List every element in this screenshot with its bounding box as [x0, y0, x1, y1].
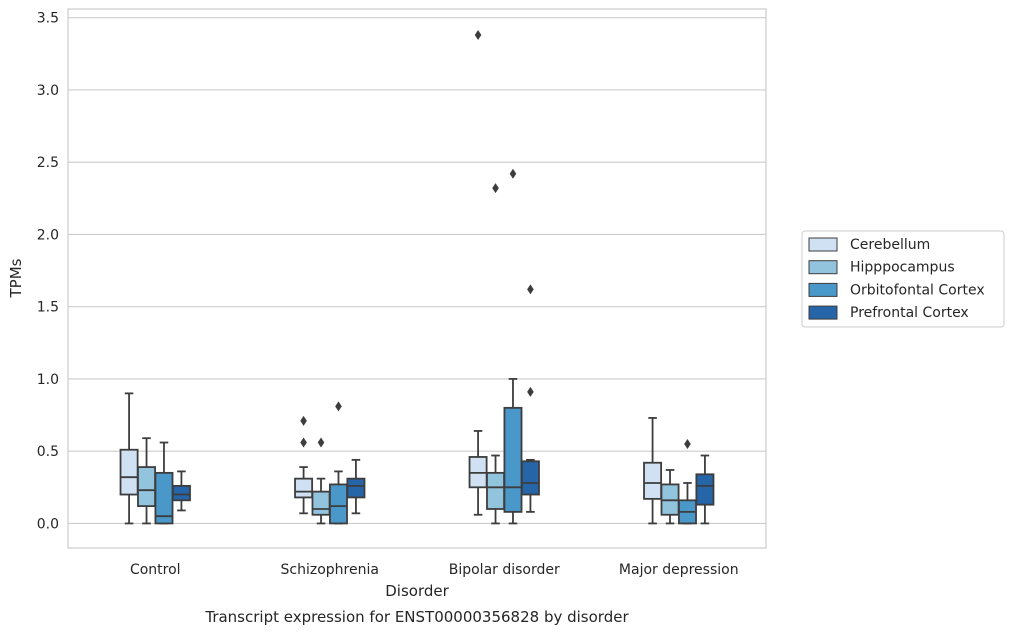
chart-caption: Transcript expression for ENST0000035682…	[204, 608, 629, 626]
outlier-point	[492, 183, 499, 194]
plot-frame	[67, 8, 767, 549]
iqr-box	[294, 477, 314, 499]
outlier-point	[527, 386, 534, 397]
iqr-box	[311, 490, 331, 516]
y-tick-label: 3.5	[37, 11, 59, 27]
y-axis-label: TPMs	[7, 258, 25, 298]
outlier-point	[300, 415, 307, 426]
legend-swatch	[808, 237, 838, 252]
box-hipppocampus	[311, 437, 331, 525]
y-tick-label: 2.0	[37, 227, 59, 243]
box-hipppocampus	[660, 469, 680, 525]
iqr-box	[643, 461, 663, 500]
legend: Cerebellum Hipppocampus Orbitofontal Corte…	[801, 230, 1005, 328]
y-tick-label: 0.5	[37, 444, 59, 460]
x-tick-label: Bipolar disorder	[449, 562, 560, 578]
legend-label: Prefrontal Cortex	[850, 305, 969, 321]
outlier-point	[527, 284, 534, 295]
box-orbitofontal-cortex	[678, 438, 697, 525]
legend-label: Cerebellum	[850, 237, 930, 253]
iqr-box	[520, 460, 540, 496]
iqr-box	[486, 471, 505, 510]
boxes	[119, 30, 715, 525]
legend-swatch	[808, 282, 838, 297]
tick-labels: 0.0 0.5 1.0 1.5 2.0 2.5 3.0 3.5 Control Schizophr…	[37, 11, 739, 578]
box-cerebellum	[294, 415, 314, 515]
legend-frame	[801, 230, 1005, 328]
outlier-point	[474, 30, 482, 41]
iqr-box	[503, 406, 523, 513]
iqr-box	[171, 484, 191, 502]
x-tick-label: Major depression	[619, 562, 739, 578]
legend-swatch	[808, 305, 838, 320]
y-tick-label: 1.0	[37, 372, 59, 388]
box-hipppocampus	[486, 183, 505, 525]
outlier-point	[509, 168, 517, 179]
x-axis-label: Disorder	[385, 582, 449, 600]
outlier-point	[335, 401, 342, 412]
box-orbitofontal-cortex	[154, 441, 174, 525]
y-tick-label: 0.0	[37, 516, 59, 532]
iqr-box	[329, 483, 348, 525]
iqr-box	[137, 466, 156, 507]
box-prefrontal-cortex	[695, 454, 715, 525]
iqr-box	[346, 477, 366, 499]
outlier-point	[684, 438, 691, 449]
legend-swatch	[808, 260, 838, 275]
legend-label: Orbitofontal Cortex	[850, 282, 985, 298]
box-cerebellum	[468, 30, 488, 516]
gridlines	[68, 17, 766, 525]
y-tick-label: 1.5	[37, 300, 59, 316]
box-prefrontal-cortex	[520, 284, 540, 513]
iqr-box	[119, 448, 139, 496]
y-tick-label: 3.0	[37, 83, 59, 99]
outlier-point	[300, 437, 307, 448]
box-orbitofontal-cortex	[329, 401, 348, 525]
x-tick-label: Control	[130, 562, 181, 578]
y-tick-label: 2.5	[37, 155, 59, 171]
box-cerebellum	[643, 417, 663, 525]
box-orbitofontal-cortex	[503, 168, 523, 525]
x-tick-label: Schizophrenia	[281, 562, 379, 578]
box-prefrontal-cortex	[346, 458, 366, 515]
iqr-box	[695, 473, 715, 506]
outlier-point	[317, 437, 325, 448]
box-prefrontal-cortex	[171, 470, 191, 512]
legend-label: Hipppocampus	[850, 260, 955, 276]
box-cerebellum	[119, 392, 139, 525]
